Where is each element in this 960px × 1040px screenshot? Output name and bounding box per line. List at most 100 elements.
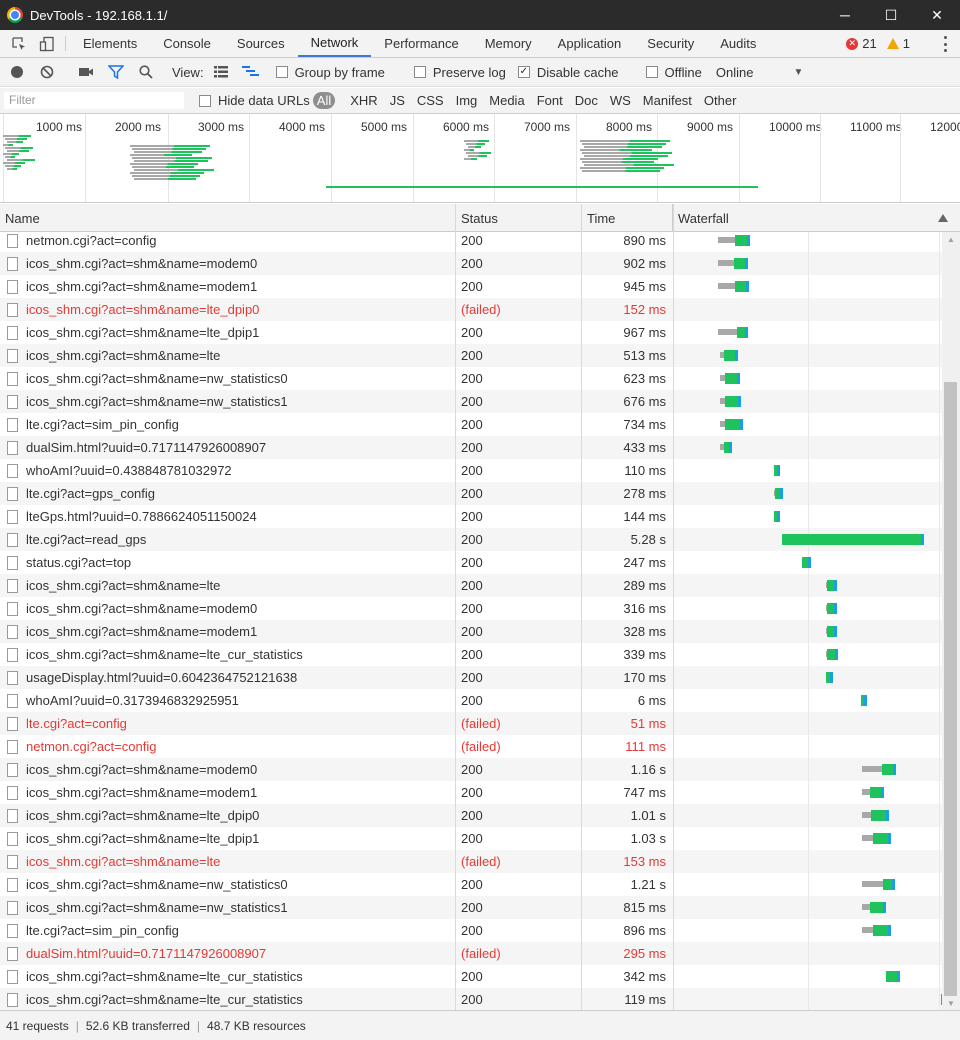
column-header-time[interactable]: Time <box>582 204 673 232</box>
filter-icon[interactable] <box>103 60 129 84</box>
table-row[interactable]: icos_shm.cgi?act=shm&name=nw_statistics0… <box>0 367 942 390</box>
show-overview-icon[interactable] <box>238 60 264 84</box>
waterfall-bar[interactable] <box>826 649 838 660</box>
waterfall-bar[interactable] <box>826 672 833 683</box>
table-row[interactable]: lteGps.html?uuid=0.7886624051150024 200 14… <box>0 505 942 528</box>
minimize-button[interactable]: ─ <box>840 7 850 23</box>
request-name-cell[interactable]: lte.cgi?act=sim_pin_config <box>7 413 455 436</box>
offline-checkbox[interactable]: Offline <box>645 65 702 80</box>
waterfall-bar[interactable] <box>862 879 895 890</box>
request-name-cell[interactable]: lte.cgi?act=read_gps <box>7 528 455 551</box>
waterfall-bar[interactable] <box>862 833 891 844</box>
request-name-cell[interactable]: icos_shm.cgi?act=shm&name=nw_statistics0 <box>7 367 455 390</box>
waterfall-bar[interactable] <box>861 695 867 706</box>
request-name-cell[interactable]: netmon.cgi?act=config <box>7 232 455 252</box>
table-row[interactable]: icos_shm.cgi?act=shm&name=modem0 200 316 m… <box>0 597 942 620</box>
waterfall-bar[interactable] <box>862 764 896 775</box>
request-name-cell[interactable]: icos_shm.cgi?act=shm&name=nw_statistics0 <box>7 873 455 896</box>
request-name-cell[interactable]: lte.cgi?act=sim_pin_config <box>7 919 455 942</box>
vertical-scrollbar[interactable]: ▲ ▼ <box>942 232 960 1010</box>
scroll-up-icon[interactable]: ▲ <box>947 234 955 244</box>
waterfall-bar[interactable] <box>718 281 749 292</box>
table-row[interactable]: dualSim.html?uuid=0.7171147926008907 (fai… <box>0 942 942 965</box>
table-row[interactable]: icos_shm.cgi?act=shm&name=lte_dpip1 200 96… <box>0 321 942 344</box>
table-row[interactable]: icos_shm.cgi?act=shm&name=lte (failed) 153… <box>0 850 942 873</box>
hide-data-urls-checkbox[interactable]: Hide data URLs <box>199 93 310 108</box>
filter-type-font[interactable]: Font <box>536 93 563 108</box>
column-divider[interactable] <box>455 204 456 1010</box>
waterfall-bar[interactable] <box>774 465 780 476</box>
waterfall-bar[interactable] <box>720 442 732 453</box>
table-row[interactable]: icos_shm.cgi?act=shm&name=lte_cur_statis… <box>0 643 942 666</box>
scrollbar-thumb[interactable] <box>944 382 957 996</box>
waterfall-bar[interactable] <box>774 488 783 499</box>
request-name-cell[interactable]: lte.cgi?act=gps_config <box>7 482 455 505</box>
table-row[interactable]: icos_shm.cgi?act=shm&name=modem1 200 747 m… <box>0 781 942 804</box>
tab-network[interactable]: Network <box>297 30 372 57</box>
table-row[interactable]: lte.cgi?act=sim_pin_config 200 734 ms <box>0 413 942 436</box>
request-name-cell[interactable]: icos_shm.cgi?act=shm&name=modem1 <box>7 620 455 643</box>
sort-ascending-icon[interactable] <box>938 214 948 222</box>
table-row[interactable]: whoAmI?uuid=0.438848781032972 200 110 ms <box>0 459 942 482</box>
tab-memory[interactable]: Memory <box>484 36 532 51</box>
filter-type-css[interactable]: CSS <box>416 93 444 108</box>
table-row[interactable]: icos_shm.cgi?act=shm&name=modem0 200 902 m… <box>0 252 942 275</box>
request-name-cell[interactable]: icos_shm.cgi?act=shm&name=lte_dpip1 <box>7 827 455 850</box>
checkbox-box[interactable] <box>199 94 211 107</box>
table-row[interactable]: netmon.cgi?act=config 200 890 ms <box>0 232 942 252</box>
request-name-cell[interactable]: icos_shm.cgi?act=shm&name=lte_cur_statis… <box>7 988 455 1010</box>
request-name-cell[interactable]: dualSim.html?uuid=0.7171147926008907 <box>7 942 455 965</box>
request-name-cell[interactable]: whoAmI?uuid=0.3173946832925951 <box>7 689 455 712</box>
waterfall-bar[interactable] <box>862 902 886 913</box>
waterfall-bar[interactable] <box>826 580 837 591</box>
table-row[interactable]: netmon.cgi?act=config (failed) 111 ms <box>0 735 942 758</box>
network-overview[interactable]: 1000 ms 2000 ms 3000 ms 4000 ms 5000 ms 6000 … <box>0 114 960 203</box>
table-row[interactable]: icos_shm.cgi?act=shm&name=lte_dpip0 200 1.… <box>0 804 942 827</box>
device-toolbar-icon[interactable] <box>33 30 61 57</box>
waterfall-bar[interactable] <box>718 327 748 338</box>
filter-type-img[interactable]: Img <box>455 93 478 108</box>
large-request-rows-icon[interactable] <box>208 60 234 84</box>
filter-input[interactable]: Filter <box>3 91 185 110</box>
table-row[interactable]: lte.cgi?act=gps_config 200 278 ms <box>0 482 942 505</box>
close-button[interactable]: ✕ <box>931 6 943 23</box>
request-name-cell[interactable]: icos_shm.cgi?act=shm&name=lte_dpip0 <box>7 804 455 827</box>
table-row[interactable]: lte.cgi?act=read_gps 200 5.28 s <box>0 528 942 551</box>
waterfall-bar[interactable] <box>802 557 811 568</box>
table-row[interactable]: icos_shm.cgi?act=shm&name=lte_dpip1 200 1.… <box>0 827 942 850</box>
inspect-element-icon[interactable] <box>5 30 33 57</box>
table-row[interactable]: usageDisplay.html?uuid=0.604236475212163… <box>0 666 942 689</box>
checkbox-box[interactable] <box>275 66 288 78</box>
issues-counter[interactable]: ✕ 21 1 <box>846 36 910 51</box>
request-name-cell[interactable]: icos_shm.cgi?act=shm&name=lte_dpip0 <box>7 298 455 321</box>
clear-icon[interactable] <box>34 60 60 84</box>
waterfall-bar[interactable] <box>826 626 837 637</box>
group-by-frame-checkbox[interactable]: Group by frame <box>275 65 385 80</box>
request-name-cell[interactable]: status.cgi?act=top <box>7 551 455 574</box>
table-row[interactable]: lte.cgi?act=config (failed) 51 ms <box>0 712 942 735</box>
tab-sources[interactable]: Sources <box>236 36 285 51</box>
throttling-select[interactable]: Online <box>715 64 754 80</box>
search-icon[interactable] <box>133 60 159 84</box>
tab-application[interactable]: Application <box>557 36 622 51</box>
capture-screenshots-icon[interactable] <box>73 60 99 84</box>
tab-console[interactable]: Console <box>163 36 211 51</box>
column-divider[interactable] <box>673 204 674 1010</box>
waterfall-bar[interactable] <box>862 787 884 798</box>
waterfall-bar[interactable] <box>720 350 738 361</box>
waterfall-bar[interactable] <box>886 971 900 982</box>
scroll-down-icon[interactable]: ▼ <box>947 998 955 1008</box>
request-name-cell[interactable]: dualSim.html?uuid=0.7171147926008907 <box>7 436 455 459</box>
more-options-icon[interactable] <box>944 36 948 52</box>
record-icon[interactable] <box>4 60 30 84</box>
waterfall-bar[interactable] <box>720 396 741 407</box>
table-row[interactable]: whoAmI?uuid=0.3173946832925951 200 6 ms <box>0 689 942 712</box>
table-row[interactable]: icos_shm.cgi?act=shm&name=lte 200 289 ms <box>0 574 942 597</box>
table-row[interactable]: icos_shm.cgi?act=shm&name=modem1 200 328 m… <box>0 620 942 643</box>
filter-type-ws[interactable]: WS <box>609 93 631 108</box>
request-name-cell[interactable]: icos_shm.cgi?act=shm&name=modem1 <box>7 781 455 804</box>
table-row[interactable]: icos_shm.cgi?act=shm&name=lte 200 513 ms <box>0 344 942 367</box>
filter-type-doc[interactable]: Doc <box>574 93 598 108</box>
table-row[interactable]: icos_shm.cgi?act=shm&name=nw_statistics1… <box>0 896 942 919</box>
request-name-cell[interactable]: icos_shm.cgi?act=shm&name=modem0 <box>7 252 455 275</box>
